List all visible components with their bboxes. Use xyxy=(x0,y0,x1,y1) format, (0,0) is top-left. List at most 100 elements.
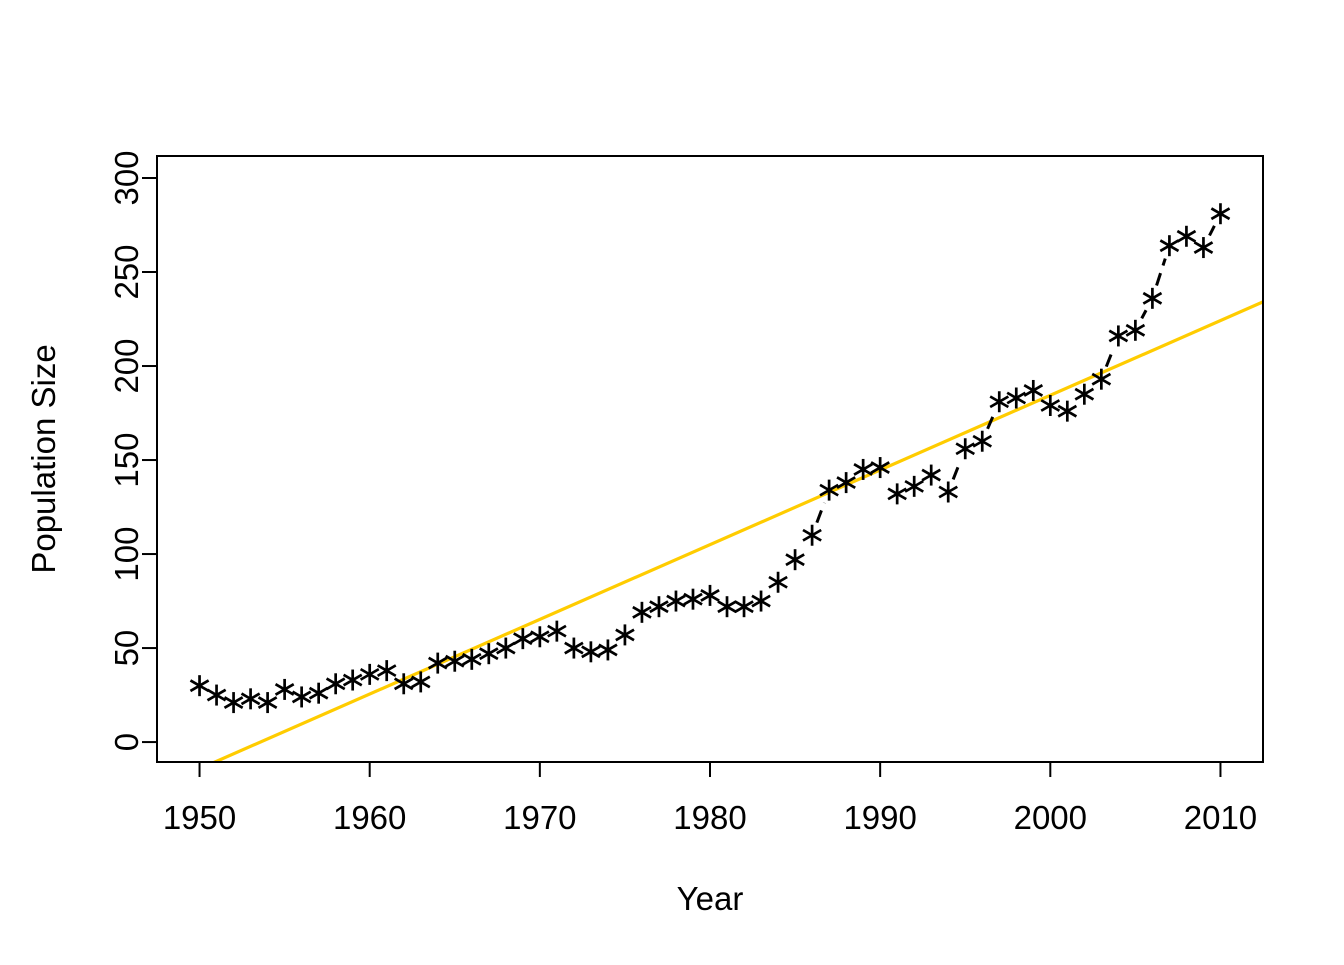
asterisk-arm xyxy=(819,483,839,497)
data-point-asterisk xyxy=(632,601,652,623)
data-point-asterisk xyxy=(479,643,499,665)
data-point-asterisk xyxy=(802,524,822,546)
data-point-asterisk xyxy=(649,596,669,618)
data-point-asterisk xyxy=(496,637,516,659)
data-point-asterisk xyxy=(291,686,312,708)
data-point-asterisk xyxy=(342,669,363,691)
asterisk-arm xyxy=(921,468,941,482)
asterisk-arm xyxy=(291,690,312,704)
data-point-asterisk xyxy=(972,430,993,452)
asterisk-arm xyxy=(581,645,601,659)
asterisk-arm xyxy=(649,600,669,614)
data-point-asterisk xyxy=(1091,368,1112,390)
asterisk-arm xyxy=(1074,387,1095,401)
data-point-asterisk xyxy=(887,483,907,505)
asterisk-arm xyxy=(342,673,363,687)
data-point-asterisk xyxy=(325,673,346,695)
asterisk-arm xyxy=(1108,329,1129,343)
asterisk-arm xyxy=(1159,239,1180,253)
connector-segment xyxy=(1208,225,1216,237)
data-point-asterisk xyxy=(1176,225,1197,247)
data-point-asterisk xyxy=(581,641,601,663)
asterisk-arm xyxy=(853,463,873,476)
asterisk-arm xyxy=(938,485,958,499)
y-axis: 0 50 100 150 200 250 300 xyxy=(108,150,157,751)
y-tick-label: 300 xyxy=(108,150,145,205)
asterisk-arm xyxy=(308,686,329,700)
asterisk-arm xyxy=(717,600,737,614)
asterisk-arm xyxy=(836,476,856,490)
data-point-asterisk xyxy=(462,648,482,670)
asterisk-arm xyxy=(325,677,346,691)
data-point-layer xyxy=(189,203,1231,714)
y-tick-label: 50 xyxy=(108,630,145,667)
data-point-asterisk xyxy=(955,438,975,460)
asterisk-arm xyxy=(257,696,278,710)
data-point-asterisk xyxy=(666,590,686,612)
asterisk-arm xyxy=(479,647,499,661)
data-point-asterisk xyxy=(564,637,584,659)
asterisk-arm xyxy=(1142,291,1163,305)
trend-line xyxy=(210,300,1263,762)
data-point-asterisk xyxy=(598,639,618,661)
asterisk-arm xyxy=(393,677,414,691)
asterisk-arm xyxy=(1091,372,1112,386)
data-point-asterisk xyxy=(393,673,414,695)
x-tick-label: 1950 xyxy=(163,799,236,836)
asterisk-arm xyxy=(1023,384,1044,397)
asterisk-arm xyxy=(904,479,924,493)
asterisk-arm xyxy=(1125,323,1146,337)
asterisk-arm xyxy=(1193,241,1214,254)
data-point-asterisk xyxy=(904,475,924,497)
asterisk-arm xyxy=(683,592,703,606)
y-tick-label: 200 xyxy=(108,338,145,393)
x-tick-label: 1970 xyxy=(503,799,576,836)
data-point-asterisk xyxy=(223,692,244,714)
asterisk-arm xyxy=(802,528,822,542)
asterisk-arm xyxy=(734,600,754,614)
data-point-asterisk xyxy=(1006,387,1027,409)
data-point-asterisk xyxy=(615,624,635,646)
asterisk-arm xyxy=(530,630,550,644)
dashed-connector-layer xyxy=(815,225,1216,524)
data-point-asterisk xyxy=(700,584,720,606)
data-point-asterisk xyxy=(717,596,737,618)
asterisk-arm xyxy=(462,652,482,666)
data-point-asterisk xyxy=(1057,400,1078,422)
data-point-asterisk xyxy=(1074,383,1095,405)
y-axis-title: Population Size xyxy=(25,344,62,573)
asterisk-arm xyxy=(785,553,805,567)
data-point-asterisk xyxy=(547,620,567,642)
data-point-asterisk xyxy=(445,650,465,672)
data-point-asterisk xyxy=(1193,237,1214,259)
data-point-asterisk xyxy=(734,596,754,618)
asterisk-arm xyxy=(410,675,431,689)
x-axis: 1950 1960 1970 1980 1990 2000 2010 xyxy=(163,762,1257,836)
asterisk-arm xyxy=(223,696,244,710)
data-point-asterisk xyxy=(819,479,839,501)
asterisk-arm xyxy=(700,588,720,602)
data-point-asterisk xyxy=(836,472,856,494)
x-tick-label: 1980 xyxy=(673,799,746,836)
data-point-asterisk xyxy=(921,464,941,486)
data-point-asterisk xyxy=(189,675,210,697)
x-axis-title: Year xyxy=(677,880,744,917)
data-point-asterisk xyxy=(240,688,261,710)
asterisk-arm xyxy=(376,664,397,678)
asterisk-arm xyxy=(1040,399,1061,412)
data-point-asterisk xyxy=(530,626,550,648)
connector-segment xyxy=(1140,309,1148,320)
data-point-asterisk xyxy=(410,671,431,693)
connector-segment xyxy=(1155,258,1167,286)
asterisk-arm xyxy=(274,683,295,696)
asterisk-arm xyxy=(598,643,618,657)
data-point-asterisk xyxy=(1040,395,1061,417)
data-point-asterisk xyxy=(870,457,890,479)
connector-segment xyxy=(1104,347,1115,368)
asterisk-arm xyxy=(887,487,907,501)
asterisk-arm xyxy=(513,632,533,646)
asterisk-arm xyxy=(1006,391,1027,405)
data-point-asterisk xyxy=(785,549,805,571)
asterisk-arm xyxy=(666,594,686,608)
